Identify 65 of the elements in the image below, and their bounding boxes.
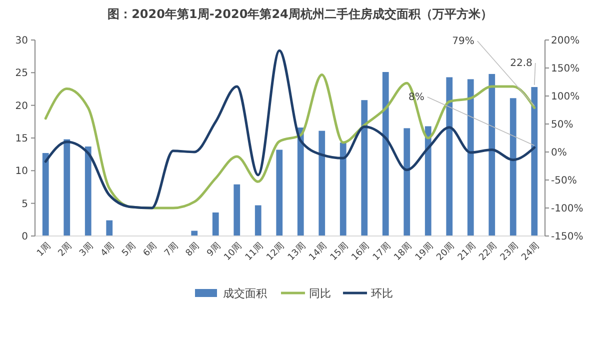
y2-tick-label: 50%: [551, 120, 574, 130]
bar: [106, 220, 113, 236]
bar: [42, 153, 49, 236]
x-tick-label: 7周: [162, 240, 180, 259]
y-tick-label: 15: [15, 134, 28, 144]
y-tick-label: 0: [22, 232, 28, 242]
bar: [84, 146, 92, 236]
x-tick-label: 1周: [34, 240, 53, 259]
x-tick-label: 6周: [141, 240, 160, 259]
x-tick-label: 9周: [204, 240, 223, 259]
bar: [510, 98, 516, 236]
legend-label: 环比: [371, 286, 393, 300]
x-tick-label: 8周: [184, 240, 202, 259]
bar: [446, 77, 453, 236]
y2-tick-label: 100%: [551, 92, 580, 102]
y2-tick-label: -50%: [551, 176, 577, 186]
legend-label: 成交面积: [223, 286, 267, 300]
legend-label: 同比: [309, 286, 331, 300]
bar: [340, 142, 346, 236]
x-tick-label: 22周: [476, 240, 500, 263]
y-tick-label: 20: [15, 100, 28, 112]
x-tick-label: 16周: [349, 240, 372, 263]
bar: [404, 128, 410, 236]
y-tick-label: 5: [22, 198, 28, 210]
y2-tick-label: 0%: [551, 148, 567, 158]
bar: [234, 184, 240, 236]
y2-tick-label: 150%: [551, 64, 580, 74]
bar: [382, 72, 389, 236]
y2-tick-label: -100%: [551, 204, 584, 214]
x-tick-label: 13周: [286, 240, 308, 263]
bar: [64, 139, 70, 236]
bar: [212, 212, 219, 236]
x-tick-label: 19周: [413, 240, 436, 263]
x-tick-label: 10周: [222, 240, 244, 263]
y2-tick-label: -150%: [551, 232, 584, 242]
x-tick-label: 4周: [98, 240, 117, 259]
y2-tick-label: 200%: [551, 36, 580, 46]
x-tick-label: 15周: [328, 240, 350, 263]
x-tick-label: 17周: [370, 240, 393, 263]
x-tick-label: 5周: [120, 240, 138, 259]
bar: [254, 205, 262, 236]
data-label: 22.8: [510, 58, 532, 69]
x-tick-label: 3周: [77, 240, 96, 259]
bar: [276, 150, 283, 236]
bar: [467, 79, 474, 236]
x-tick-label: 12周: [264, 240, 287, 263]
bar: [424, 126, 432, 236]
x-tick-label: 2周: [56, 240, 74, 259]
chart-title: 图：2020年第1周-2020年第24周杭州二手住房成交面积（万平方米）: [108, 7, 492, 21]
y-tick-label: 25: [15, 68, 28, 80]
bar: [297, 128, 304, 236]
x-tick-label: 14周: [306, 240, 330, 263]
bar: [361, 100, 368, 236]
data-label: 79%: [452, 36, 474, 47]
bar: [531, 87, 538, 236]
y-tick-label: 10: [15, 166, 28, 178]
x-tick-label: 18周: [392, 240, 414, 263]
x-tick-label: 20周: [434, 240, 457, 263]
x-tick-label: 11周: [243, 240, 266, 263]
x-tick-label: 21周: [456, 240, 478, 263]
bar: [318, 130, 326, 236]
x-tick-label: 23周: [498, 240, 520, 263]
y-tick-label: 30: [15, 36, 28, 46]
bar: [488, 74, 496, 236]
x-tick-label: 24周: [519, 240, 542, 263]
